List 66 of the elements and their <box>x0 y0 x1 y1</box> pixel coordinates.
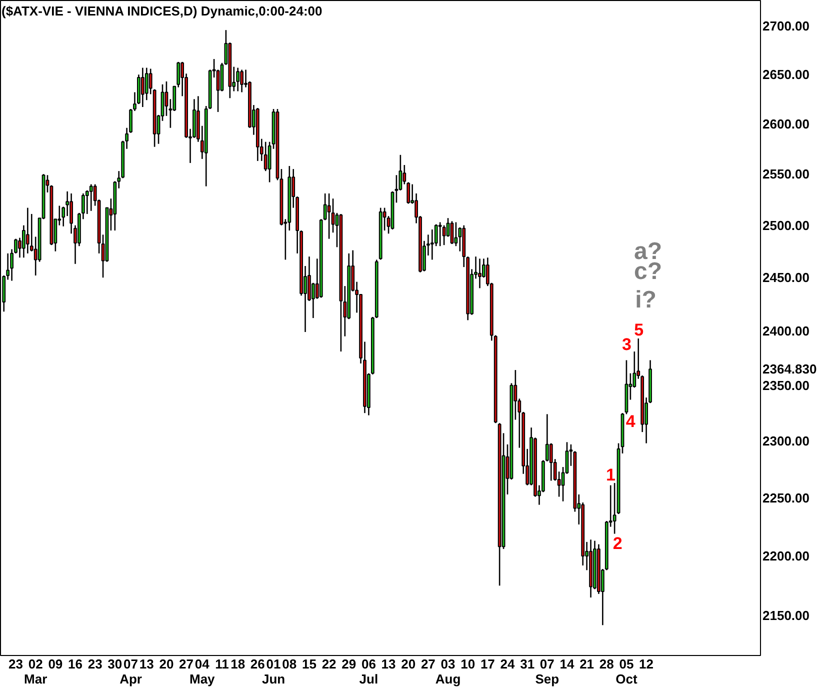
x-tick-label: 31 <box>520 656 535 672</box>
chart-title: ($ATX-VIE - VIENNA INDICES,D) Dynamic,0:00-24:00 <box>2 4 322 18</box>
y-tick-label: 2400.00 <box>762 323 810 338</box>
candlestick <box>438 222 442 247</box>
y-tick-label: 2550.00 <box>762 166 810 182</box>
x-tick-label: 28 <box>599 656 614 672</box>
candlestick <box>478 258 482 289</box>
candlestick <box>430 228 434 260</box>
x-tick-label: 14 <box>560 656 575 672</box>
y-tick-label: 2500.00 <box>762 218 810 233</box>
y-tick-label: 2300.00 <box>762 434 810 449</box>
candlestick <box>394 174 398 204</box>
x-tick-label: 22 <box>322 656 336 672</box>
y-tick-label: 2364.830 <box>762 362 817 377</box>
x-tick-label: 10 <box>460 656 476 672</box>
annotation: 5 <box>634 320 644 340</box>
x-tick-label: 24 <box>500 656 516 672</box>
x-tick-label: 11 <box>215 656 229 672</box>
x-tick-label: 15 <box>302 656 316 672</box>
x-tick-label: 07 Sep <box>535 656 560 686</box>
y-tick-label: 2700.00 <box>762 18 810 34</box>
candlestick <box>331 198 335 234</box>
x-tick-label: 13 <box>139 656 154 672</box>
x-tick-label: 23 <box>88 656 102 672</box>
candlestick <box>236 67 240 92</box>
annotation: i? <box>635 286 656 314</box>
y-tick-label: 2650.00 <box>762 67 810 82</box>
x-tick-label: 27 <box>179 656 194 672</box>
x-tick-label: 13 <box>381 656 396 672</box>
candlestick <box>240 69 244 93</box>
candlestick <box>148 68 152 95</box>
candlestick <box>26 207 30 254</box>
y-tick-label: 2450.00 <box>762 270 810 286</box>
annotation: 1 <box>606 466 616 485</box>
annotation: 3 <box>622 335 632 354</box>
x-tick-label: 03 Aug <box>435 656 461 686</box>
x-tick-label: 08 <box>282 656 297 672</box>
x-tick-label: 05 Oct <box>616 656 638 686</box>
y-tick-label: 2150.00 <box>762 608 810 623</box>
candlestick <box>612 482 616 534</box>
y-tick-label: 2350.00 <box>762 378 810 393</box>
x-tick-label: 20 <box>401 656 416 672</box>
candlestick <box>164 80 168 117</box>
y-tick-label: 2250.00 <box>762 490 810 506</box>
x-tick-label: 30 <box>108 656 122 672</box>
y-tick-label: 2600.00 <box>762 116 810 132</box>
x-tick-label: 06 Jul <box>359 656 378 686</box>
x-tick-label: 20 <box>159 656 174 672</box>
candlestick <box>264 141 268 172</box>
x-tick-label: 27 <box>420 656 436 672</box>
x-tick-label: 21 <box>580 656 594 672</box>
x-tick-label: 12 <box>639 656 654 672</box>
candlestick <box>327 192 331 240</box>
candlestick <box>89 184 93 212</box>
x-tick-label: 17 <box>480 656 495 672</box>
x-tick-label: 23 <box>8 656 24 672</box>
annotation: 4 <box>626 412 636 432</box>
candlestick <box>454 222 458 247</box>
x-tick-label: 29 <box>342 656 356 672</box>
annotation: 2 <box>612 534 622 553</box>
y-tick-label: 2200.00 <box>762 548 810 564</box>
x-tick-label: 16 <box>68 656 82 672</box>
x-tick-label: 09 <box>48 656 63 672</box>
candlestick <box>140 67 144 108</box>
x-tick-label: 18 <box>230 656 246 672</box>
x-tick-label: 02 Mar <box>24 656 48 686</box>
